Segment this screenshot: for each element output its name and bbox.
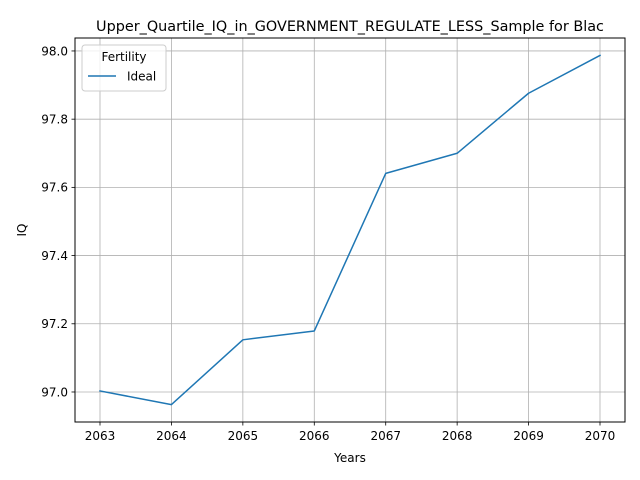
x-tick-label: 2070 <box>585 429 616 443</box>
series-line-ideal <box>99 54 602 406</box>
y-axis-label: IQ <box>15 224 29 237</box>
x-tick-label: 2064 <box>156 429 187 443</box>
legend-box <box>81 44 167 92</box>
plot-frame <box>74 37 626 423</box>
y-tick-label: 97.6 <box>41 181 68 195</box>
x-tick-label: 2066 <box>299 429 330 443</box>
x-axis: 2063 2064 2065 2066 2067 2068 2069 2070 <box>85 422 616 443</box>
chart-title: Upper_Quartile_IQ_in_GOVERNMENT_REGULATE… <box>96 19 604 35</box>
y-tick-label: 97.0 <box>41 385 68 399</box>
y-tick-label: 97.4 <box>41 249 68 263</box>
x-tick-label: 2065 <box>228 429 259 443</box>
series-layer <box>99 54 602 406</box>
x-tick-label: 2069 <box>513 429 544 443</box>
y-tick-label: 97.8 <box>41 112 68 126</box>
x-axis-label: Years <box>333 451 366 465</box>
y-tick-label: 97.2 <box>41 317 68 331</box>
x-tick-label: 2063 <box>85 429 116 443</box>
x-tick-label: 2068 <box>442 429 473 443</box>
legend: Fertility Ideal <box>81 44 167 92</box>
legend-label-ideal: Ideal <box>127 70 156 84</box>
grid <box>75 38 625 422</box>
y-tick-label: 98.0 <box>41 44 68 58</box>
plot-area <box>75 38 625 422</box>
legend-title: Fertility <box>101 50 146 64</box>
y-axis: 97.0 97.2 97.4 97.6 97.8 98.0 <box>41 44 75 399</box>
x-tick-label: 2067 <box>370 429 401 443</box>
